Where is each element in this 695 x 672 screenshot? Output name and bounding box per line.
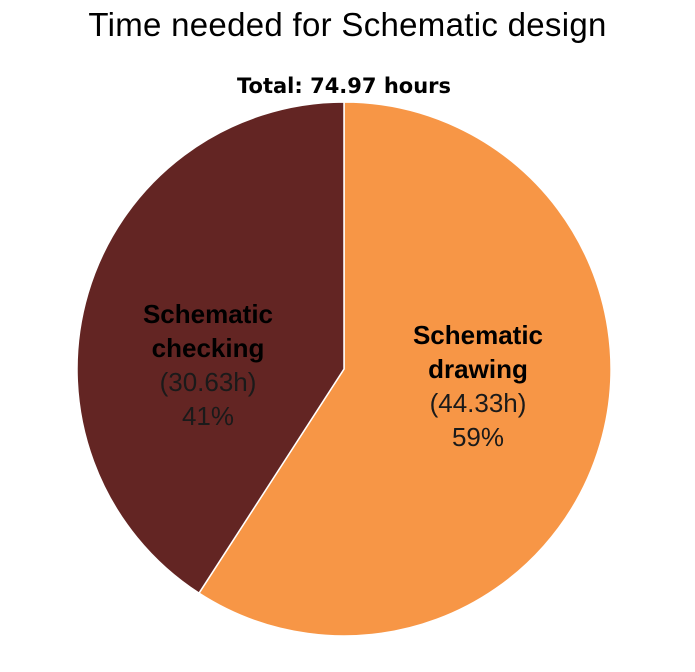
slice-hours: (44.33h) xyxy=(429,388,527,418)
slice-name-line1: Schematic xyxy=(412,320,544,350)
slice-label-schematic-checking: Schematic checking (30.63h) 41% xyxy=(88,297,328,433)
slice-percent: 59% xyxy=(451,422,505,452)
pie-slice-schematic-checking xyxy=(76,101,345,595)
slice-hours: (30.63h) xyxy=(159,367,257,397)
slice-percent: 41% xyxy=(181,401,235,431)
slice-label-schematic-drawing: Schematic drawing (44.33h) 59% xyxy=(358,318,598,454)
chart-subtitle: Total: 74.97 hours xyxy=(237,74,451,98)
pie-slice-schematic-drawing xyxy=(197,101,612,637)
slice-name-line1: Schematic xyxy=(142,299,274,329)
chart-title: Time needed for Schematic design xyxy=(88,6,607,43)
slice-name-line2: checking xyxy=(151,333,265,363)
slice-name-line2: drawing xyxy=(428,354,528,384)
